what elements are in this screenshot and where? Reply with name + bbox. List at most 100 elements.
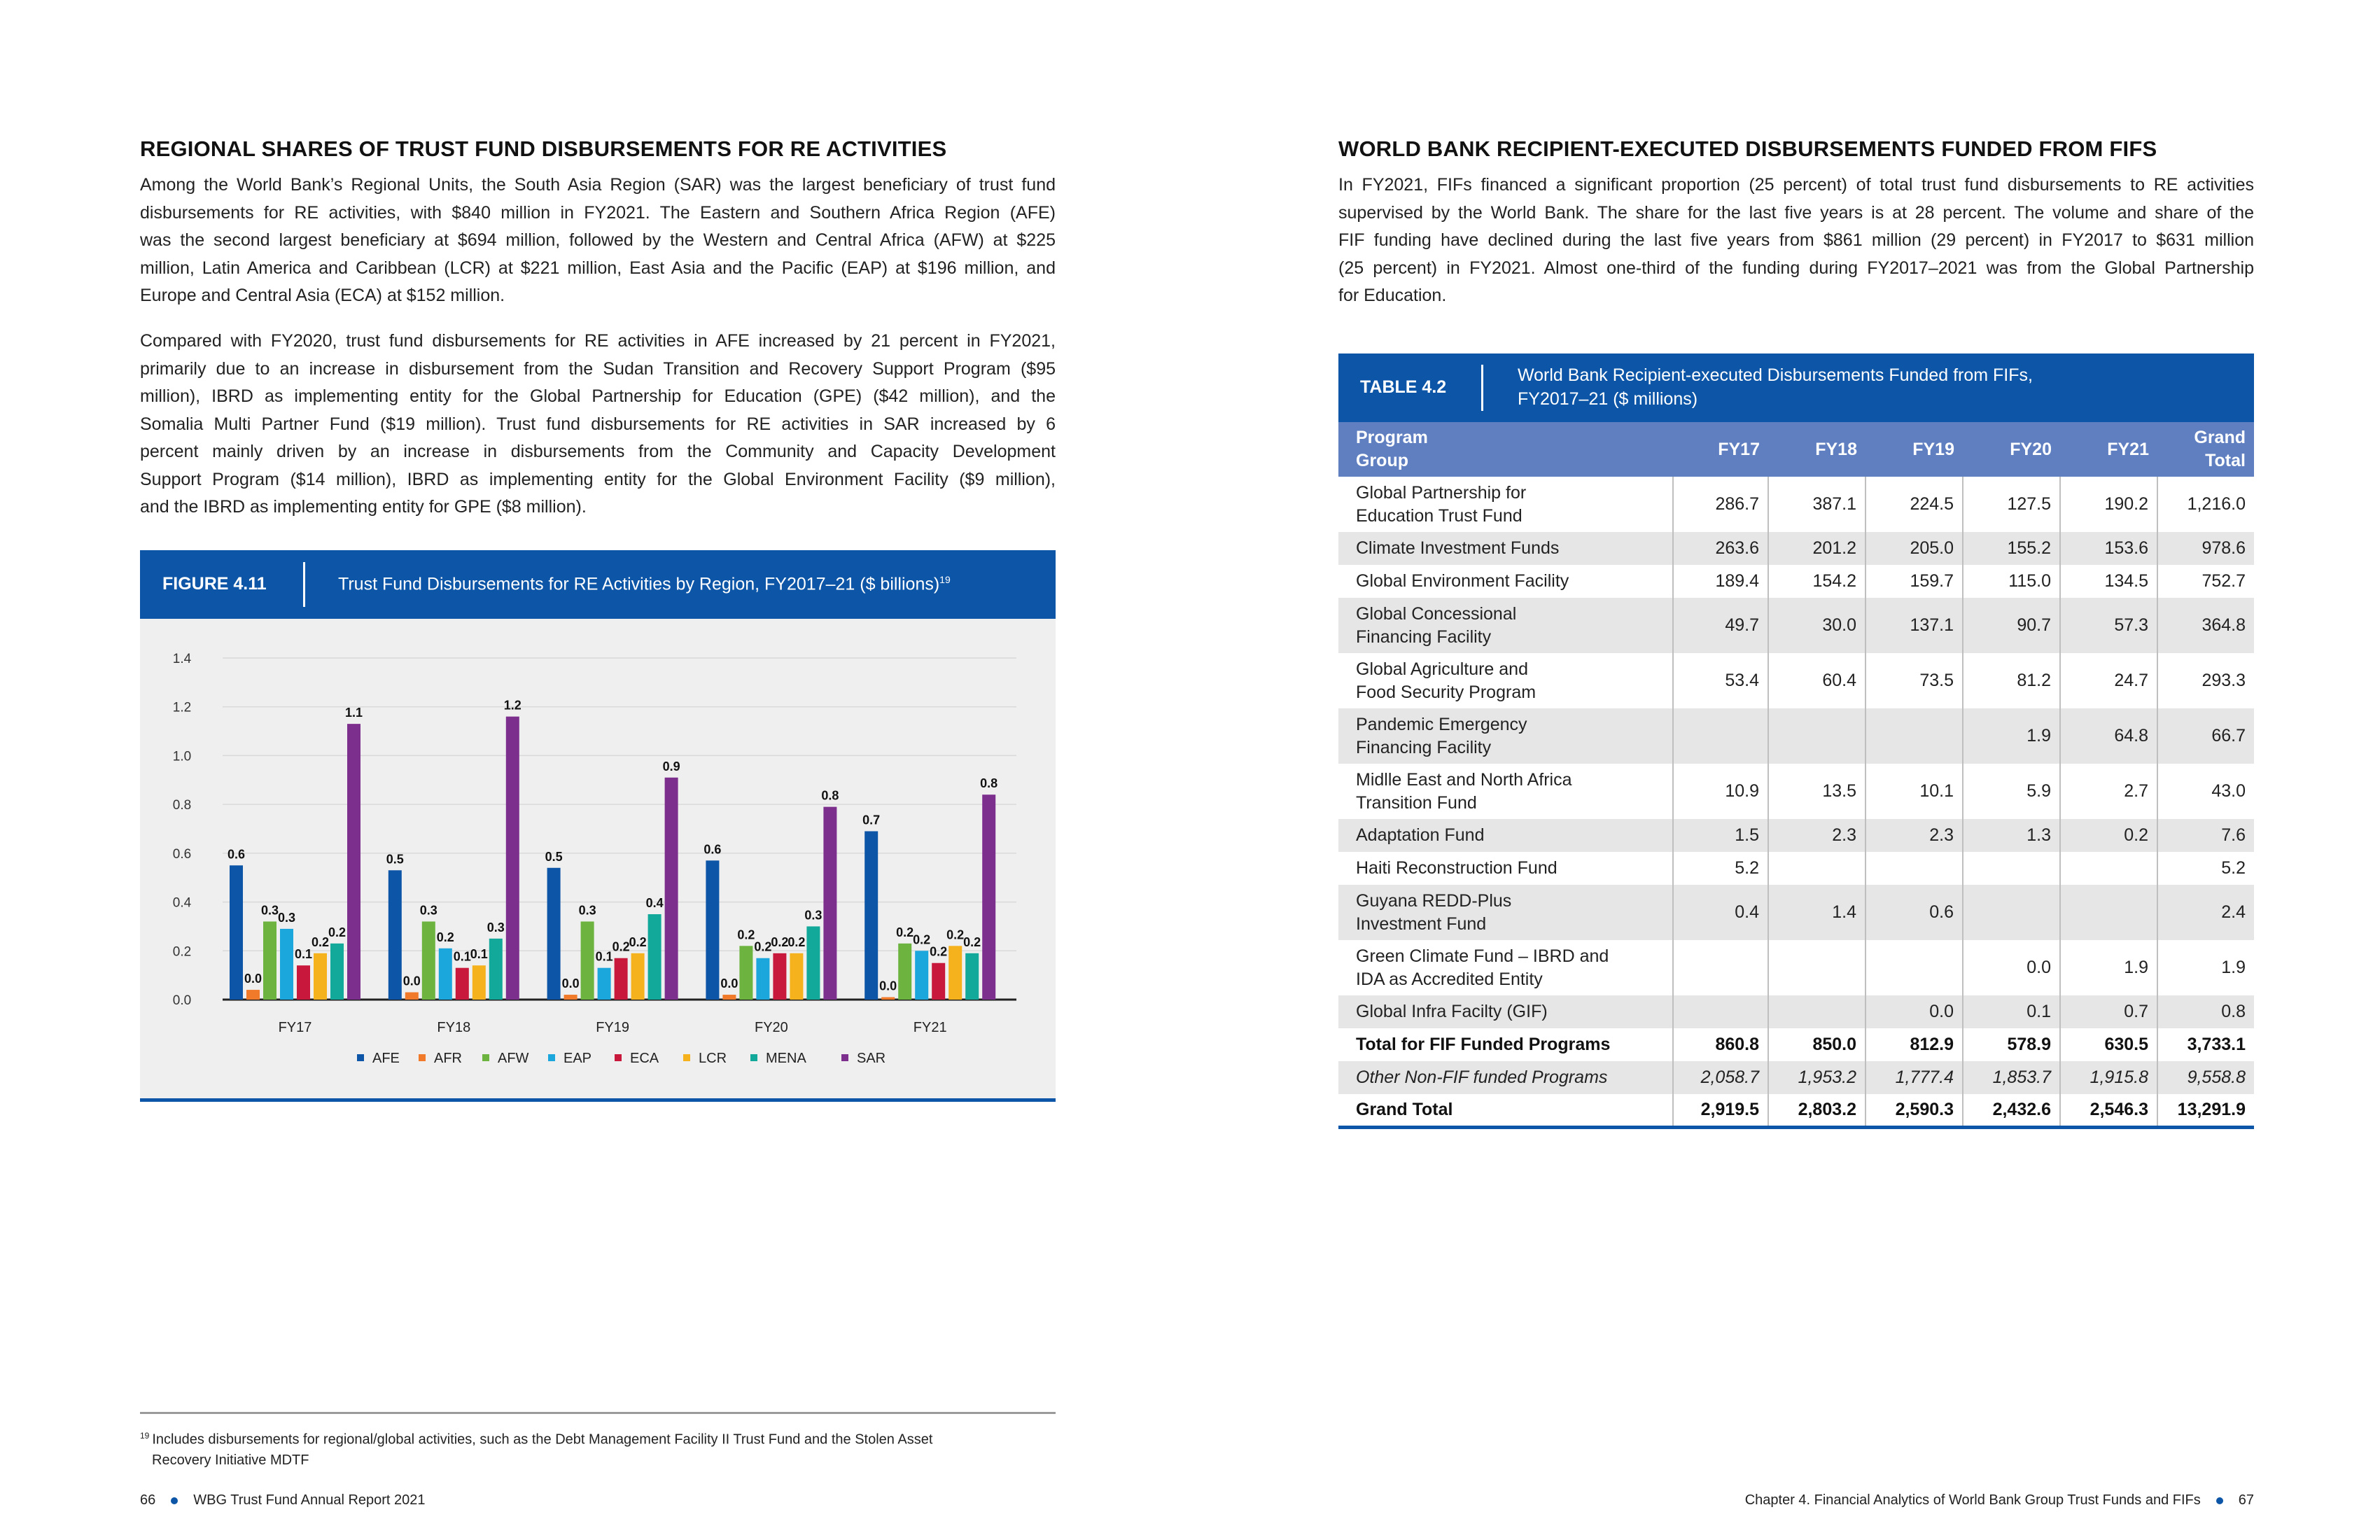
value-cell: 2,590.3 — [1865, 1094, 1963, 1129]
data-label: 0.0 — [562, 976, 580, 990]
right-section-title: WORLD BANK RECIPIENT-EXECUTED DISBURSEME… — [1338, 136, 2157, 161]
value-cell: 159.7 — [1865, 565, 1963, 598]
left-page-number: 66 — [140, 1492, 156, 1508]
program-group-cell: Global Agriculture and Food Security Prog… — [1338, 653, 1674, 708]
col-header-fy19: FY19 — [1865, 422, 1963, 477]
bar-eap-fy18 — [438, 948, 452, 1000]
program-group-line: Guyana REDD-Plus — [1356, 890, 1512, 911]
col-header-grand-line-1: Grand — [2194, 428, 2246, 447]
legend-swatch-afr — [419, 1054, 426, 1061]
program-group-cell: Pandemic Emergency Financing Facility — [1338, 708, 1674, 764]
value-cell — [1865, 852, 1963, 885]
value-cell: 5.2 — [2221, 858, 2246, 878]
program-group-cell: Other Non-FIF funded Programs — [1338, 1061, 1674, 1094]
bar-mena-fy19 — [648, 914, 662, 1000]
x-category-label: FY20 — [755, 1020, 788, 1035]
program-group-cell: Climate Investment Funds — [1338, 532, 1674, 565]
value-cell — [1768, 852, 1866, 885]
data-label: 0.4 — [646, 896, 664, 910]
col-header-fy17: FY17 — [1673, 422, 1768, 477]
figure-body: 0.0 0.2 0.4 0.6 0.8 1.0 1.2 1.4 0.6 0.0 0.3 0.3 0.1 0… — [140, 619, 1056, 1102]
bar-mena-fy17 — [330, 943, 344, 1000]
value-cell: 2.3 — [1768, 819, 1866, 852]
value-cell — [2060, 885, 2158, 940]
figure-footnote-ref: 19 — [939, 574, 951, 585]
data-label: 0.3 — [804, 908, 822, 922]
data-label: 0.3 — [261, 903, 279, 917]
value-cell: 224.5 — [1865, 477, 1963, 532]
value-cell: 57.3 — [2060, 598, 2158, 653]
bar-afw-fy18 — [421, 921, 435, 1000]
bar-eca-fy20 — [773, 953, 787, 1000]
value-cell: 2.3 — [1865, 819, 1963, 852]
legend-label: LCR — [699, 1051, 727, 1066]
legend-swatch-afe — [357, 1054, 364, 1061]
footnote-number: 19 — [140, 1431, 150, 1441]
footnote: 19 Includes disbursements for regional/gl… — [140, 1426, 1056, 1471]
value-cell: 73.5 — [1865, 653, 1963, 708]
table-row: Global Agriculture and Food Security Prog… — [1338, 653, 2254, 708]
data-label: 0.1 — [295, 947, 312, 961]
value-cell: 1.9 — [2221, 958, 2246, 977]
value-cell: 1,915.8 — [2060, 1061, 2158, 1094]
footer-bullet-icon — [2216, 1497, 2223, 1504]
data-label: 0.0 — [720, 976, 738, 990]
data-label: 0.0 — [403, 974, 421, 988]
bar-afe-fy21 — [864, 831, 878, 1000]
bar-afe-fy20 — [706, 860, 720, 1000]
bar-eca-fy19 — [614, 958, 628, 1000]
data-label: 0.2 — [629, 935, 647, 949]
value-cell: 0.6 — [1865, 885, 1963, 940]
bar-eap-fy17 — [280, 928, 293, 1000]
value-cell — [1768, 708, 1866, 764]
data-label: 0.5 — [545, 850, 563, 864]
value-cell: 153.6 — [2060, 532, 2158, 565]
value-cell — [1673, 995, 1769, 1028]
value-cell: 850.0 — [1768, 1028, 1866, 1061]
value-cell: 263.6 — [1673, 532, 1769, 565]
program-group-line: Food Security Program — [1356, 682, 1536, 702]
table-title: World Bank Recipient-executed Disburseme… — [1518, 363, 2033, 411]
data-label: 1.2 — [504, 699, 522, 713]
value-cell: 1,853.7 — [1963, 1061, 2061, 1094]
table-body: Global Partnership for Education Trust Fu… — [1338, 477, 2254, 1129]
data-label: 0.1 — [470, 947, 488, 961]
col-header-grand-line-2: Total — [2205, 451, 2246, 470]
footnote-line-1: Includes disbursements for regional/glob… — [152, 1432, 933, 1448]
bar-afr-fy19 — [564, 995, 578, 1000]
left-section-title: REGIONAL SHARES OF TRUST FUND DISBURSEME… — [140, 136, 947, 161]
program-group-line: Adaptation Fund — [1356, 825, 1485, 845]
bar-afw-fy21 — [898, 943, 912, 1000]
bar-lcr-fy17 — [314, 953, 327, 1000]
value-cell: 137.1 — [1865, 598, 1963, 653]
value-cell: 1,216.0 — [2187, 494, 2246, 514]
data-label: 0.2 — [788, 935, 805, 949]
value-cell: 64.8 — [2060, 708, 2158, 764]
y-tick-label: 0.2 — [173, 944, 191, 959]
value-cell: 2.7 — [2060, 764, 2158, 819]
y-tick-label: 1.0 — [173, 749, 191, 764]
bar-sar-fy20 — [823, 806, 837, 1000]
value-cell: 189.4 — [1673, 565, 1769, 598]
value-cell: 0.7 — [2060, 995, 2158, 1028]
bar-afr-fy20 — [722, 995, 736, 1000]
footnote-line-2: Recovery Initiative MDTF — [152, 1452, 309, 1468]
program-group-cell: Global Partnership for Education Trust Fu… — [1338, 477, 1674, 532]
program-group-cell: Haiti Reconstruction Fund — [1338, 852, 1674, 885]
para2-line: Support Program ($14 million), IBRD as i… — [140, 469, 1056, 489]
bar-afw-fy20 — [739, 946, 753, 1000]
y-tick-label: 0.4 — [173, 896, 192, 911]
data-label: 1.1 — [345, 706, 363, 720]
right-para-line: for Education. — [1338, 286, 1447, 305]
value-cell: 13,291.9 — [2157, 1094, 2254, 1129]
col-header-program-line-1: Program — [1356, 428, 1428, 447]
program-group-line: Haiti Reconstruction Fund — [1356, 858, 1558, 878]
value-cell: 43.0 — [2211, 781, 2246, 801]
bar-sar-fy19 — [664, 777, 678, 1000]
data-label: 0.3 — [579, 903, 596, 917]
value-cell: 5.2 — [1673, 852, 1769, 885]
bar-lcr-fy20 — [790, 953, 804, 1000]
legend-swatch-lcr — [683, 1054, 690, 1061]
value-cell: 0.0 — [1865, 995, 1963, 1028]
footer-bullet-icon — [171, 1497, 178, 1504]
